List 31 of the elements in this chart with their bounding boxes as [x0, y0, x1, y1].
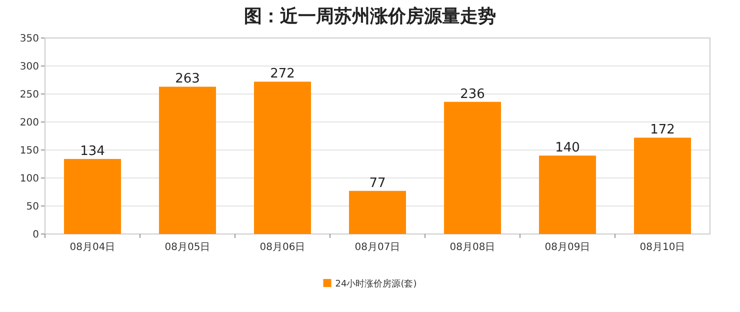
bar	[634, 138, 691, 234]
y-tick-label: 150	[20, 146, 39, 156]
x-tick-label: 08月04日	[70, 242, 116, 253]
data-label: 77	[369, 176, 386, 191]
y-tick-label: 0	[32, 230, 39, 240]
chart-title: 图：近一周苏州涨价房源量走势	[244, 6, 496, 27]
data-label: 272	[270, 66, 295, 82]
y-tick-label: 350	[20, 34, 39, 44]
x-tick-label: 08月09日	[544, 242, 590, 253]
bar	[349, 190, 406, 234]
data-label: 236	[460, 86, 485, 102]
x-tick-label: 08月05日	[164, 242, 210, 253]
y-tick-label: 50	[26, 202, 39, 212]
x-tick-label: 08月06日	[260, 242, 306, 253]
y-tick-label: 300	[20, 62, 39, 72]
legend-label: 24小时涨价房源(套)	[335, 278, 417, 290]
bar	[64, 158, 121, 234]
x-tick-label: 08月10日	[640, 242, 686, 253]
bar	[254, 82, 311, 234]
y-tick-label: 100	[20, 174, 39, 184]
x-tick-label: 08月08日	[450, 242, 496, 253]
y-tick-label: 200	[20, 118, 39, 128]
y-tick-label: 250	[20, 90, 39, 100]
data-label: 134	[80, 144, 105, 159]
data-label: 172	[650, 122, 675, 138]
bar	[539, 156, 596, 234]
x-tick-label: 08月07日	[354, 242, 400, 253]
data-label: 140	[555, 140, 580, 156]
bar	[159, 86, 216, 234]
data-label: 263	[175, 72, 200, 87]
bar	[444, 102, 501, 234]
